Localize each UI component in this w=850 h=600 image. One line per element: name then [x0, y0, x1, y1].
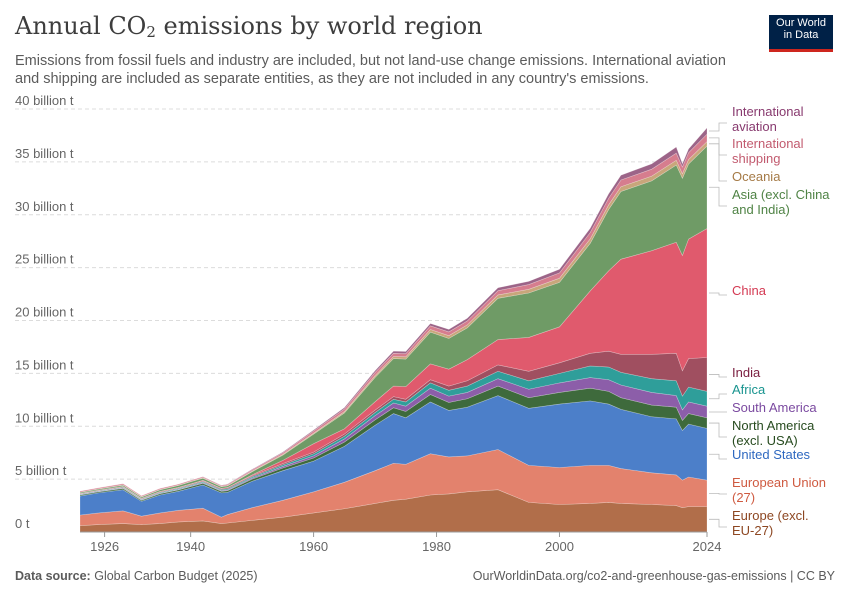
- label-connector: [709, 122, 727, 132]
- x-tick-label: 2000: [545, 539, 574, 554]
- series-label-international-aviation[interactable]: International aviation: [732, 104, 804, 134]
- label-connector: [709, 453, 727, 460]
- label-connector: [709, 292, 727, 296]
- y-tick-label: 5 billion t: [15, 463, 67, 478]
- area-series: [79, 127, 708, 533]
- area-china[interactable]: [79, 227, 708, 499]
- series-label-africa[interactable]: Africa: [732, 382, 766, 397]
- area-north-america-excl-usa[interactable]: [79, 385, 708, 502]
- data-source: Data source: Global Carbon Budget (2025): [15, 569, 258, 583]
- series-label-international-shipping[interactable]: International shipping: [732, 136, 804, 166]
- area-united-states[interactable]: [79, 395, 708, 518]
- area-international-shipping[interactable]: [79, 133, 708, 498]
- y-tick-label: 25 billion t: [15, 252, 74, 267]
- owid-logo[interactable]: Our World in Data: [769, 15, 833, 52]
- x-tick-label: 1980: [422, 539, 451, 554]
- series-label-asia-excl-china-and-india[interactable]: Asia (excl. China and India): [732, 187, 830, 217]
- y-tick-label: 10 billion t: [15, 410, 74, 425]
- x-tick-label: 1926: [90, 539, 119, 554]
- label-connector: [709, 493, 727, 495]
- series-label-south-america[interactable]: South America: [732, 400, 817, 415]
- source-url[interactable]: OurWorldinData.org/co2-and-greenhouse-ga…: [472, 569, 835, 583]
- series-label-oceania[interactable]: Oceania: [732, 169, 781, 184]
- series-label-india[interactable]: India: [732, 365, 761, 380]
- label-connector: [709, 143, 727, 182]
- chart-subtitle: Emissions from fossil fuels and industry…: [15, 53, 726, 87]
- series-label-china[interactable]: China: [732, 283, 767, 298]
- series-label-europe-excl-eu-27[interactable]: Europe (excl. EU-27): [732, 508, 809, 538]
- label-connector: [709, 422, 727, 438]
- area-south-america[interactable]: [79, 377, 708, 501]
- y-tick-label: 20 billion t: [15, 305, 74, 320]
- series-label-european-union-27[interactable]: European Union (27): [732, 475, 826, 505]
- area-international-aviation[interactable]: [79, 127, 708, 496]
- label-connector: [709, 137, 727, 156]
- label-connector: [709, 393, 727, 400]
- series-label-north-america-excl-usa[interactable]: North America (excl. USA): [732, 418, 815, 448]
- series-label-united-states[interactable]: United States: [732, 447, 811, 462]
- label-connector: [709, 374, 727, 378]
- label-connector: [709, 186, 727, 207]
- x-axis: 1926 1940 1960 1980 2000 2024: [80, 531, 722, 554]
- area-india[interactable]: [79, 350, 708, 500]
- y-axis-labels: 0 t 5 billion t 10 billion t 15 billion t 20…: [15, 93, 74, 531]
- y-tick-label: 15 billion t: [15, 357, 74, 372]
- x-tick-label: 1940: [176, 539, 205, 554]
- y-tick-label: 40 billion t: [15, 93, 74, 108]
- y-tick-label: 0 t: [15, 516, 30, 531]
- label-connector: [709, 518, 727, 528]
- x-tick-label: 1960: [299, 539, 328, 554]
- y-tick-label: 35 billion t: [15, 146, 74, 161]
- x-tick-label: 2024: [693, 539, 722, 554]
- chart-title: Annual CO2 emissions by world region: [15, 12, 483, 41]
- area-oceania[interactable]: [79, 140, 708, 498]
- y-tick-label: 30 billion t: [15, 199, 74, 214]
- area-asia-excl-china-and-india[interactable]: [79, 145, 708, 499]
